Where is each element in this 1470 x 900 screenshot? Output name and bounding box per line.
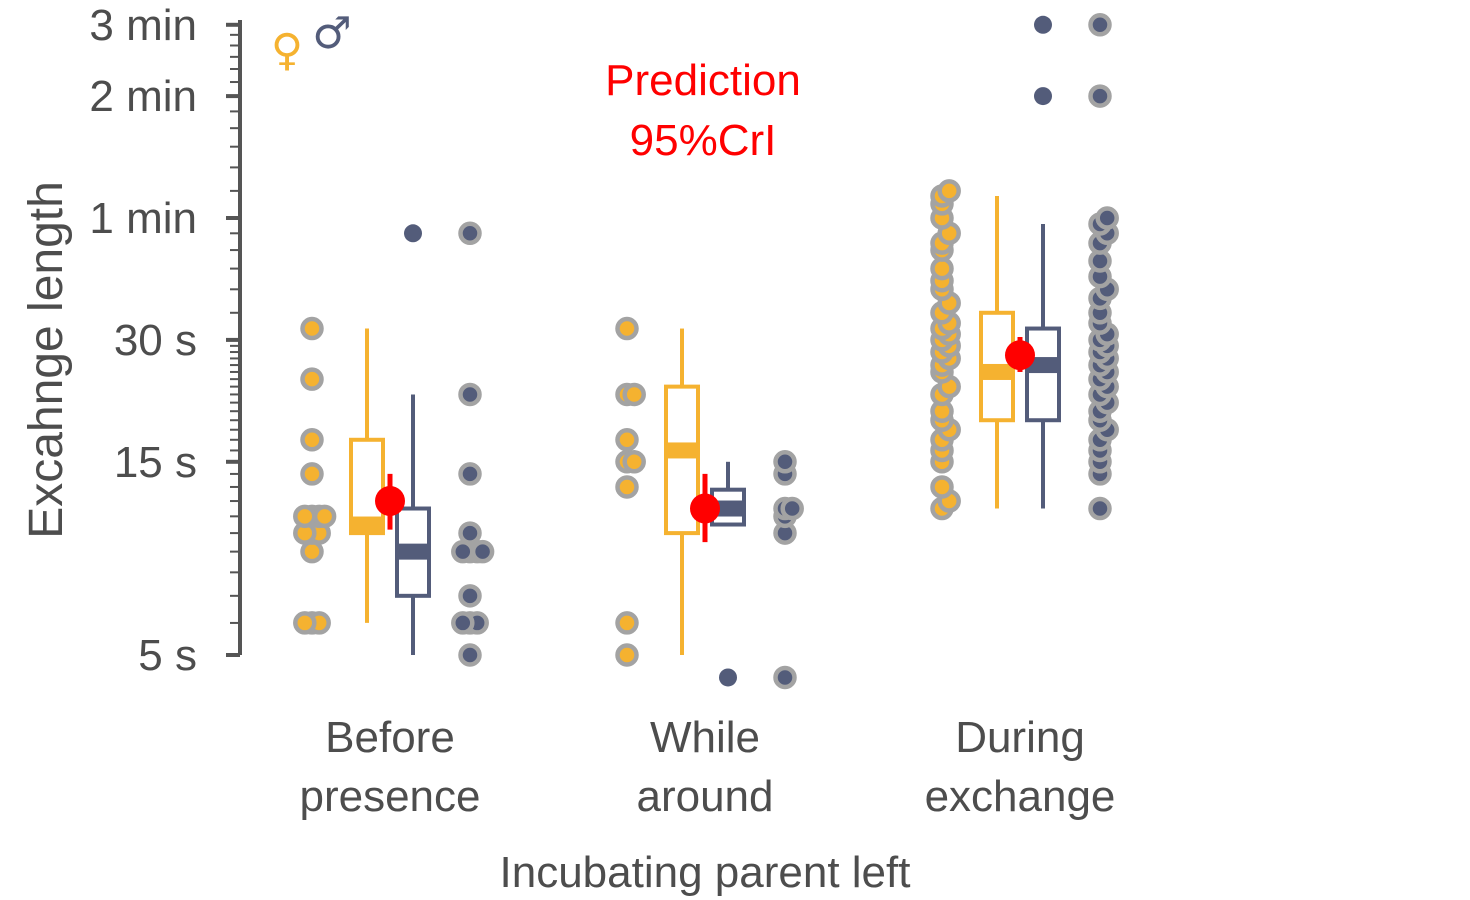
x-tick-label-line2: exchange <box>925 772 1116 821</box>
male-point <box>451 611 475 635</box>
male-point <box>470 539 495 564</box>
male-point <box>773 665 797 690</box>
female-point <box>930 256 954 281</box>
male-point <box>458 462 482 486</box>
male-outlier <box>1034 15 1052 34</box>
male-median <box>397 543 429 560</box>
male-outlier <box>1034 87 1052 106</box>
female-point <box>615 611 639 635</box>
x-tick-label-line1: During <box>955 713 1085 762</box>
female-symbol: ♀ <box>271 25 303 76</box>
male-point <box>1088 13 1112 37</box>
female-point <box>930 475 954 499</box>
male-median <box>712 500 744 517</box>
female-median <box>981 363 1013 380</box>
male-point <box>1095 206 1119 230</box>
male-point <box>1088 84 1112 108</box>
y-axis-major-ticks: 5 s 15 s 30 s 1 min 2 min 3 min <box>89 1 240 680</box>
x-tick-label-line1: Before <box>325 713 455 762</box>
male-point <box>780 496 804 521</box>
y-tick-label: 15 s <box>114 438 197 487</box>
female-point <box>293 504 317 529</box>
y-tick-label: 1 min <box>89 194 197 243</box>
plot-area <box>293 13 1119 690</box>
male-outlier <box>404 224 422 243</box>
y-tick-label: 2 min <box>89 72 197 121</box>
female-median <box>666 442 698 459</box>
prediction-point <box>690 493 720 524</box>
male-median <box>1027 357 1059 374</box>
y-tick-label: 3 min <box>89 1 197 50</box>
female-point <box>937 179 961 203</box>
x-tick-label-line1: While <box>650 713 760 762</box>
x-tick-label-line2: presence <box>299 772 480 821</box>
female-point <box>615 643 639 667</box>
female-point <box>300 539 324 564</box>
male-point <box>1088 496 1112 521</box>
male-box <box>1025 326 1061 423</box>
prediction-point <box>375 486 405 517</box>
female-point <box>293 611 317 635</box>
annotation-line1: Prediction <box>605 56 801 105</box>
male-point <box>773 450 797 474</box>
male-point <box>458 382 482 407</box>
male-point <box>458 584 482 608</box>
x-tick-label-line2: around <box>636 772 773 821</box>
female-point <box>300 428 324 452</box>
female-median <box>351 516 383 533</box>
female-point <box>615 475 639 499</box>
female-point <box>615 428 639 452</box>
male-point <box>458 521 482 545</box>
female-point <box>300 462 324 486</box>
male-point <box>451 539 475 564</box>
male-point <box>458 643 482 667</box>
y-tick-label: 30 s <box>114 316 197 365</box>
female-point <box>615 316 639 341</box>
male-symbol: ♂ <box>312 8 351 59</box>
annotation-line2: 95%CrI <box>630 116 777 165</box>
female-point <box>300 367 324 391</box>
y-tick-label: 5 s <box>138 631 197 680</box>
x-axis-label: Incubating parent left <box>500 848 911 897</box>
y-axis-label: Excahnge length <box>20 181 73 539</box>
female-point <box>300 316 324 341</box>
prediction-point <box>1005 340 1035 371</box>
male-outlier <box>719 668 737 687</box>
female-point <box>622 450 646 474</box>
male-point <box>458 221 482 246</box>
x-axis-category-labels: Before presence While around During exchange <box>299 713 1115 821</box>
female-point <box>622 382 646 407</box>
female-point <box>312 504 337 529</box>
